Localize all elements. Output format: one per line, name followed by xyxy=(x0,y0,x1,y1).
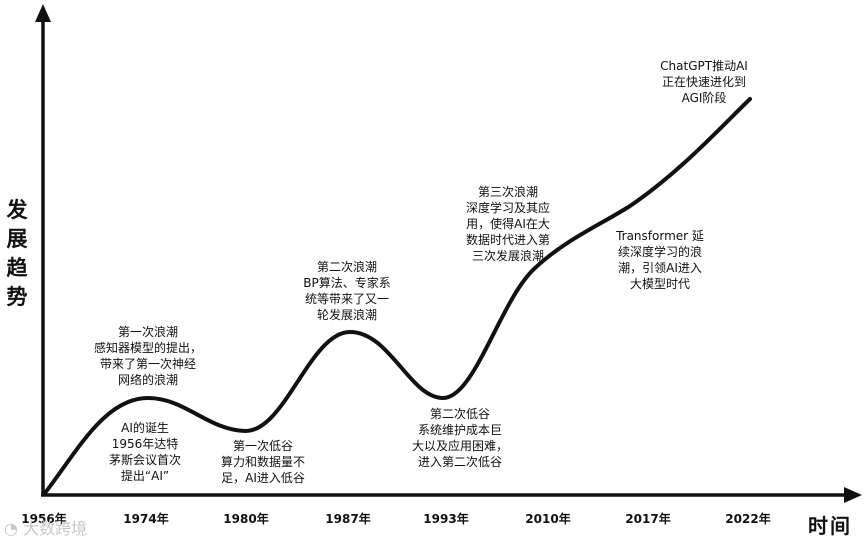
annotation-line: 轮发展浪潮 xyxy=(316,308,377,322)
annotation-chatgpt: ChatGPT推动AI 正在快速进化到 AGI阶段 xyxy=(644,58,764,106)
annotation-line: 大以及应用困难， xyxy=(411,439,508,453)
annotation-line: 三次发展浪潮 xyxy=(471,249,544,263)
y-axis-char: 发 xyxy=(6,198,28,222)
annotation-line: 第二次低谷 xyxy=(429,407,490,421)
annotation-line: AI的诞生 xyxy=(121,421,169,435)
annotation-second-wave: 第二次浪潮 BP算法、专家系 统等带来了又一 轮发展浪潮 xyxy=(290,259,404,323)
annotation-line: 第一次低谷 xyxy=(232,439,293,453)
x-tick-label: 1987年 xyxy=(325,512,371,526)
x-tick-label: 2010年 xyxy=(525,512,571,526)
annotation-line: BP算法、专家系 xyxy=(303,276,391,290)
watermark-text: 大数跨境 xyxy=(23,519,88,538)
annotation-ai-birth: AI的诞生 1956年达特 茅斯会议首次 提出“AI” xyxy=(95,420,195,484)
x-tick-label: 1974年 xyxy=(123,512,169,526)
annotation-line: 提出“AI” xyxy=(120,469,170,483)
annotation-second-trough: 第二次低谷 系统维护成本巨 大以及应用困难， 进入第二次低谷 xyxy=(398,406,522,470)
annotation-line: AGI阶段 xyxy=(681,91,727,105)
annotation-line: Transformer 延 xyxy=(616,229,704,243)
annotation-line: 用，使得AI在大 xyxy=(466,217,550,231)
annotation-line: 茅斯会议首次 xyxy=(108,453,181,467)
annotation-line: 第一次浪潮 xyxy=(117,325,178,339)
x-tick-label: 1956年 xyxy=(21,512,67,526)
annotation-line: 统等带来了又一 xyxy=(304,292,389,306)
annotation-line: 续深度学习的浪 xyxy=(617,245,702,259)
annotation-line: 潮，引领AI进入 xyxy=(618,261,702,275)
annotation-line: 正在快速进化到 xyxy=(661,75,746,89)
y-axis-char: 势 xyxy=(6,285,28,309)
x-tick-label: 2022年 xyxy=(725,512,771,526)
annotation-line: 进入第二次低谷 xyxy=(417,455,502,469)
annotation-line: 第二次浪潮 xyxy=(316,260,377,274)
y-axis-arrow xyxy=(35,4,51,22)
annotation-line: 带来了第一次神经 xyxy=(99,357,196,371)
y-axis-char: 展 xyxy=(6,227,28,251)
x-axis-arrow xyxy=(844,487,862,503)
annotation-line: 系统维护成本巨 xyxy=(417,423,502,437)
x-axis-label: 时间 xyxy=(808,514,852,538)
annotation-line: 1956年达特 xyxy=(111,437,179,451)
watermark-icon: ◔ xyxy=(4,519,18,538)
annotation-line: 网络的浪潮 xyxy=(117,373,178,387)
annotation-transformer: Transformer 延 续深度学习的浪 潮，引领AI进入 大模型时代 xyxy=(600,228,720,292)
annotation-line: 感知器模型的提出， xyxy=(93,341,202,355)
annotation-first-trough: 第一次低谷 算力和数据量不 足，AI进入低谷 xyxy=(210,438,316,486)
annotation-line: ChatGPT推动AI xyxy=(660,59,748,73)
annotation-first-wave: 第一次浪潮 感知器模型的提出， 带来了第一次神经 网络的浪潮 xyxy=(88,324,208,388)
annotation-line: 大模型时代 xyxy=(629,277,690,291)
trend-curve xyxy=(43,97,752,495)
y-axis-char: 趋 xyxy=(6,256,28,280)
annotation-line: 足，AI进入低谷 xyxy=(221,471,305,485)
annotation-line: 数据时代进入第 xyxy=(465,233,550,247)
x-tick-label: 2017年 xyxy=(625,512,671,526)
y-axis-label: 发 展 趋 势 xyxy=(2,196,32,312)
x-tick-label: 1980年 xyxy=(223,512,269,526)
x-tick-label: 1993年 xyxy=(423,512,469,526)
annotation-line: 第三次浪潮 xyxy=(477,185,538,199)
annotation-line: 算力和数据量不 xyxy=(220,455,305,469)
annotation-line: 深度学习及其应 xyxy=(465,201,550,215)
annotation-third-wave: 第三次浪潮 深度学习及其应 用，使得AI在大 数据时代进入第 三次发展浪潮 xyxy=(446,184,570,264)
watermark: ◔ 大数跨境 xyxy=(4,515,87,539)
